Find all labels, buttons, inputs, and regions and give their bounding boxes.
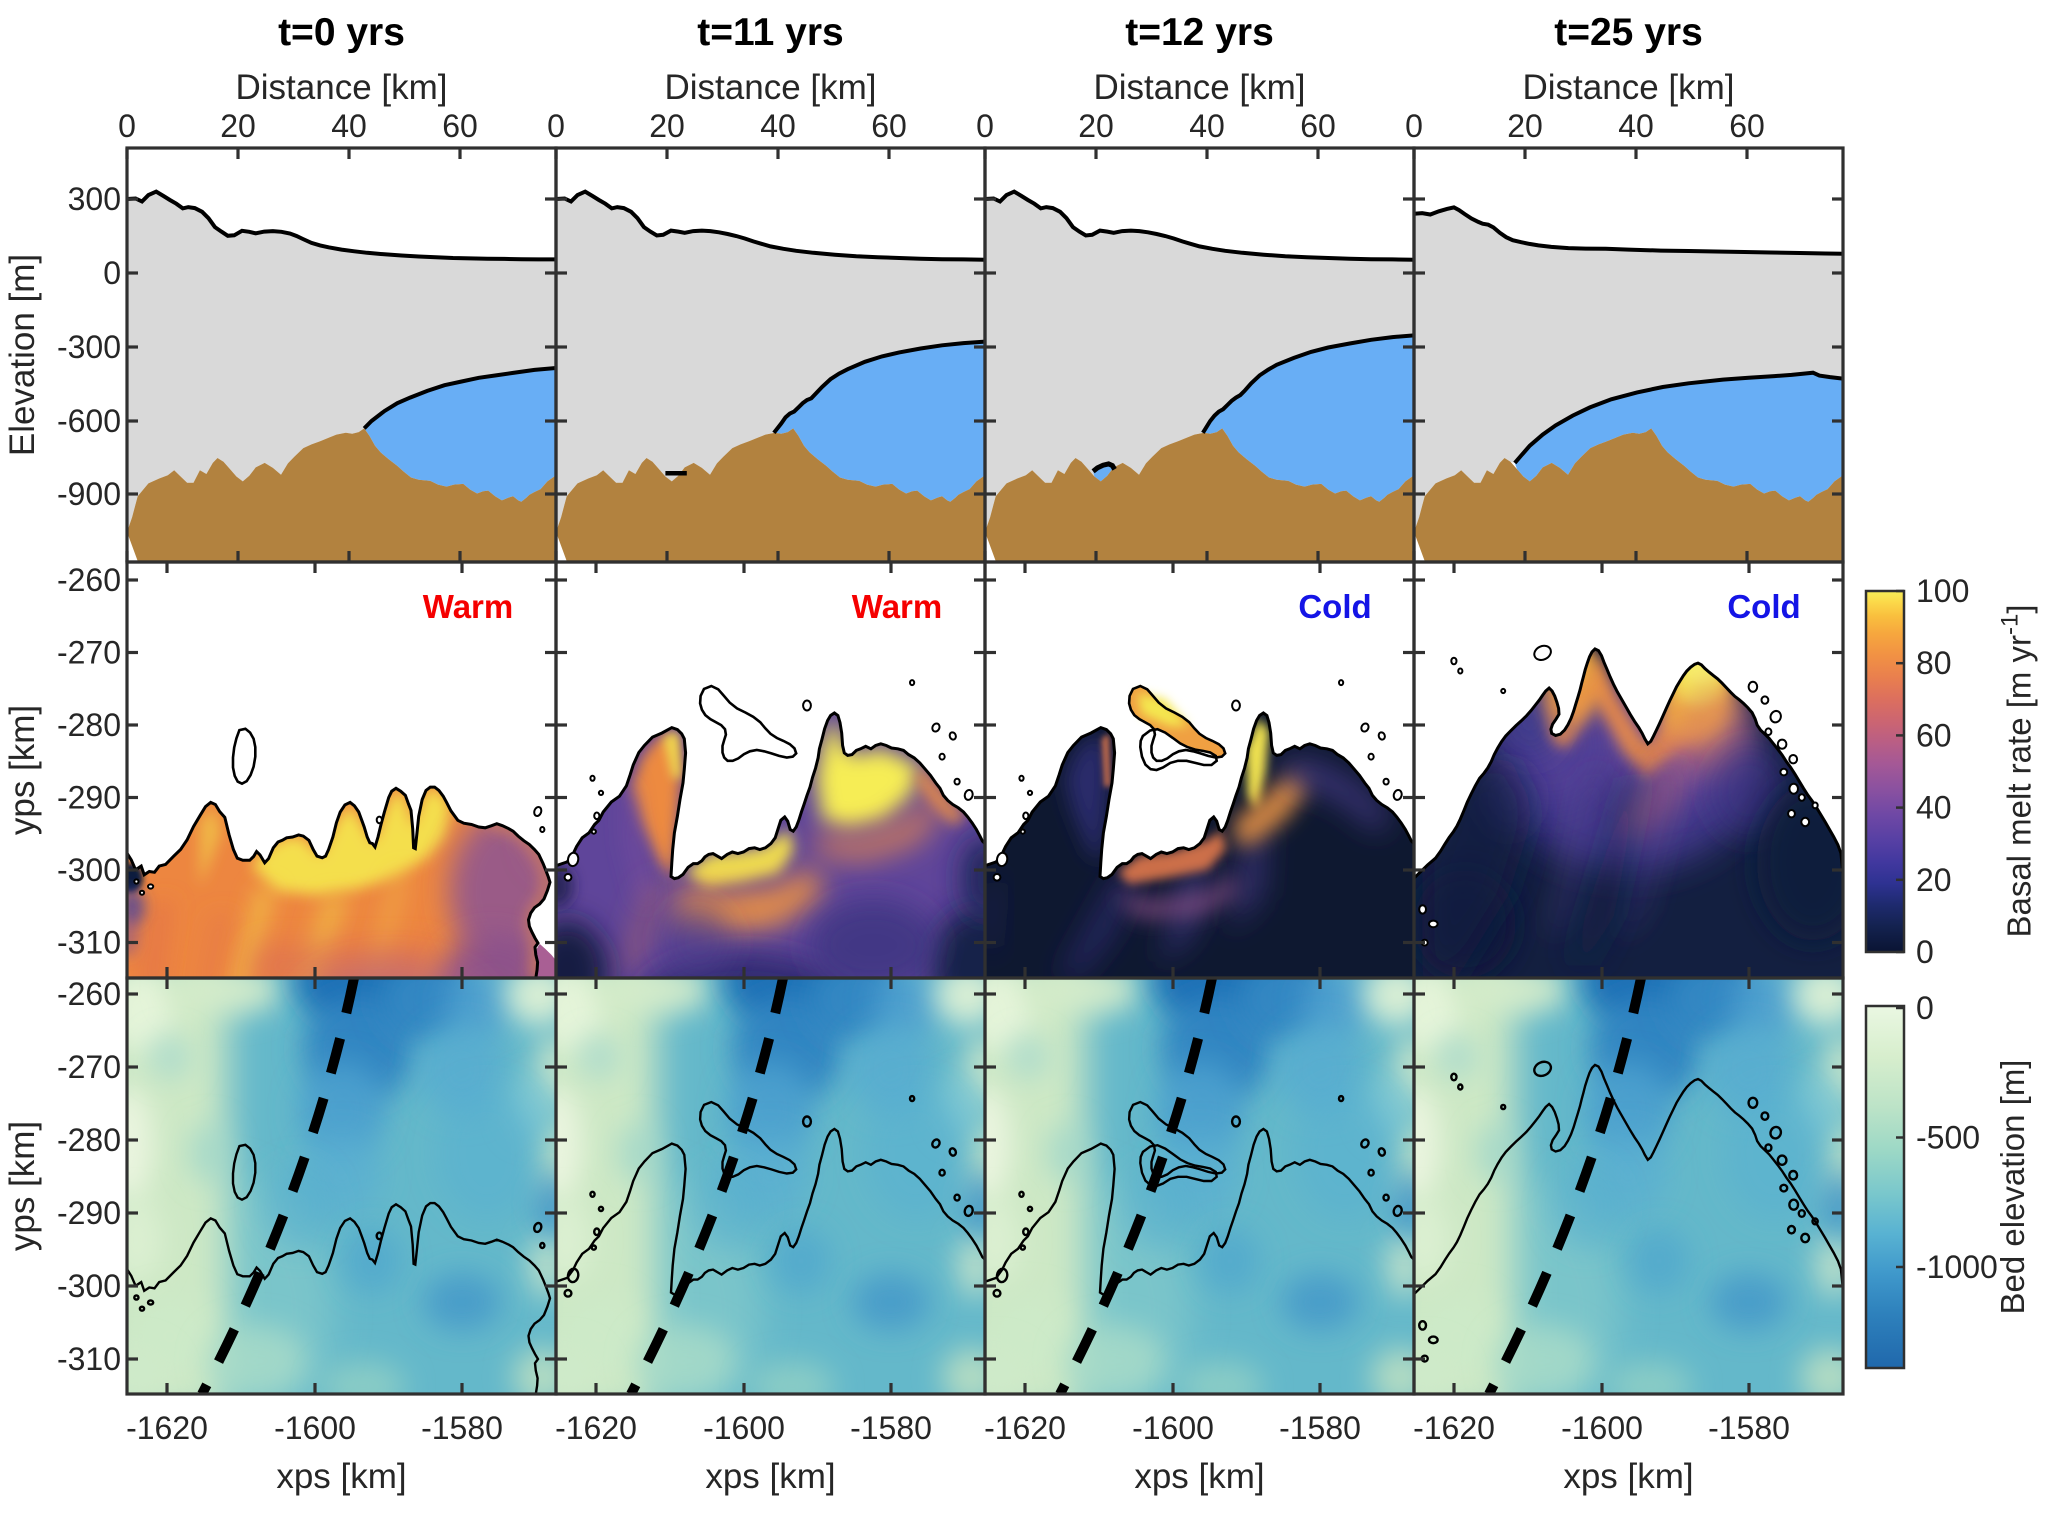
- svg-text:40: 40: [1189, 108, 1225, 144]
- svg-text:-300: -300: [57, 1268, 121, 1304]
- svg-text:Distance [km]: Distance [km]: [665, 68, 877, 107]
- svg-text:t=25 yrs: t=25 yrs: [1554, 11, 1703, 54]
- svg-text:-1580: -1580: [850, 1410, 932, 1446]
- svg-text:-500: -500: [1916, 1120, 1980, 1156]
- svg-text:40: 40: [1618, 108, 1654, 144]
- svg-text:Distance [km]: Distance [km]: [1523, 68, 1735, 107]
- svg-text:0: 0: [1916, 990, 1934, 1026]
- svg-text:0: 0: [976, 108, 994, 144]
- svg-text:-1620: -1620: [126, 1410, 208, 1446]
- svg-text:-280: -280: [57, 1122, 121, 1158]
- svg-text:300: 300: [68, 181, 121, 217]
- svg-text:-300: -300: [57, 852, 121, 888]
- svg-text:-270: -270: [57, 1049, 121, 1085]
- svg-text:-290: -290: [57, 780, 121, 816]
- svg-text:-1600: -1600: [703, 1410, 785, 1446]
- svg-text:-260: -260: [57, 562, 121, 598]
- svg-text:Elevation [m]: Elevation [m]: [3, 254, 42, 456]
- svg-text:-1600: -1600: [1561, 1410, 1643, 1446]
- svg-text:-310: -310: [57, 925, 121, 961]
- svg-text:-310: -310: [57, 1341, 121, 1377]
- svg-text:80: 80: [1916, 645, 1952, 681]
- svg-text:t=12 yrs: t=12 yrs: [1125, 11, 1274, 54]
- svg-text:-270: -270: [57, 635, 121, 671]
- svg-text:20: 20: [1507, 108, 1543, 144]
- svg-text:xps [km]: xps [km]: [276, 1457, 406, 1496]
- svg-text:60: 60: [1300, 108, 1336, 144]
- svg-text:-900: -900: [57, 476, 121, 512]
- svg-text:-290: -290: [57, 1195, 121, 1231]
- svg-text:0: 0: [547, 108, 565, 144]
- svg-text:t=0 yrs: t=0 yrs: [278, 11, 405, 54]
- svg-text:Warm: Warm: [852, 588, 942, 625]
- svg-text:Cold: Cold: [1298, 588, 1371, 625]
- svg-text:40: 40: [331, 108, 367, 144]
- svg-text:Warm: Warm: [423, 588, 513, 625]
- svg-text:100: 100: [1916, 573, 1969, 609]
- svg-text:0: 0: [1916, 934, 1934, 970]
- svg-text:t=11 yrs: t=11 yrs: [697, 11, 843, 54]
- svg-text:0: 0: [118, 108, 136, 144]
- svg-text:-1580: -1580: [1279, 1410, 1361, 1446]
- svg-text:60: 60: [871, 108, 907, 144]
- svg-text:-280: -280: [57, 707, 121, 743]
- svg-text:-1620: -1620: [1413, 1410, 1495, 1446]
- svg-text:Cold: Cold: [1727, 588, 1800, 625]
- svg-text:-1600: -1600: [274, 1410, 356, 1446]
- svg-text:60: 60: [442, 108, 478, 144]
- svg-text:-1580: -1580: [1708, 1410, 1790, 1446]
- svg-text:Bed elevation [m]: Bed elevation [m]: [1994, 1060, 2031, 1315]
- svg-text:xps [km]: xps [km]: [1134, 1457, 1264, 1496]
- svg-text:0: 0: [1405, 108, 1423, 144]
- svg-text:xps [km]: xps [km]: [705, 1457, 835, 1496]
- svg-text:-600: -600: [57, 403, 121, 439]
- svg-text:-1000: -1000: [1916, 1249, 1998, 1285]
- svg-text:60: 60: [1729, 108, 1765, 144]
- svg-text:-1620: -1620: [984, 1410, 1066, 1446]
- svg-text:Basal melt rate [m yr-1]: Basal melt rate [m yr-1]: [1996, 604, 2038, 937]
- svg-text:-300: -300: [57, 329, 121, 365]
- svg-text:-1600: -1600: [1132, 1410, 1214, 1446]
- svg-text:-1580: -1580: [421, 1410, 503, 1446]
- svg-text:60: 60: [1916, 717, 1952, 753]
- svg-text:20: 20: [1078, 108, 1114, 144]
- svg-text:20: 20: [1916, 862, 1952, 898]
- svg-text:Distance [km]: Distance [km]: [1094, 68, 1306, 107]
- svg-text:-260: -260: [57, 976, 121, 1012]
- svg-text:20: 20: [649, 108, 685, 144]
- svg-text:0: 0: [103, 255, 121, 291]
- svg-text:40: 40: [760, 108, 796, 144]
- svg-text:xps [km]: xps [km]: [1563, 1457, 1693, 1496]
- svg-text:40: 40: [1916, 790, 1952, 826]
- svg-text:yps [km]: yps [km]: [3, 1121, 42, 1251]
- svg-text:Distance [km]: Distance [km]: [236, 68, 448, 107]
- svg-text:yps [km]: yps [km]: [3, 705, 42, 835]
- svg-text:20: 20: [220, 108, 256, 144]
- svg-text:-1620: -1620: [555, 1410, 637, 1446]
